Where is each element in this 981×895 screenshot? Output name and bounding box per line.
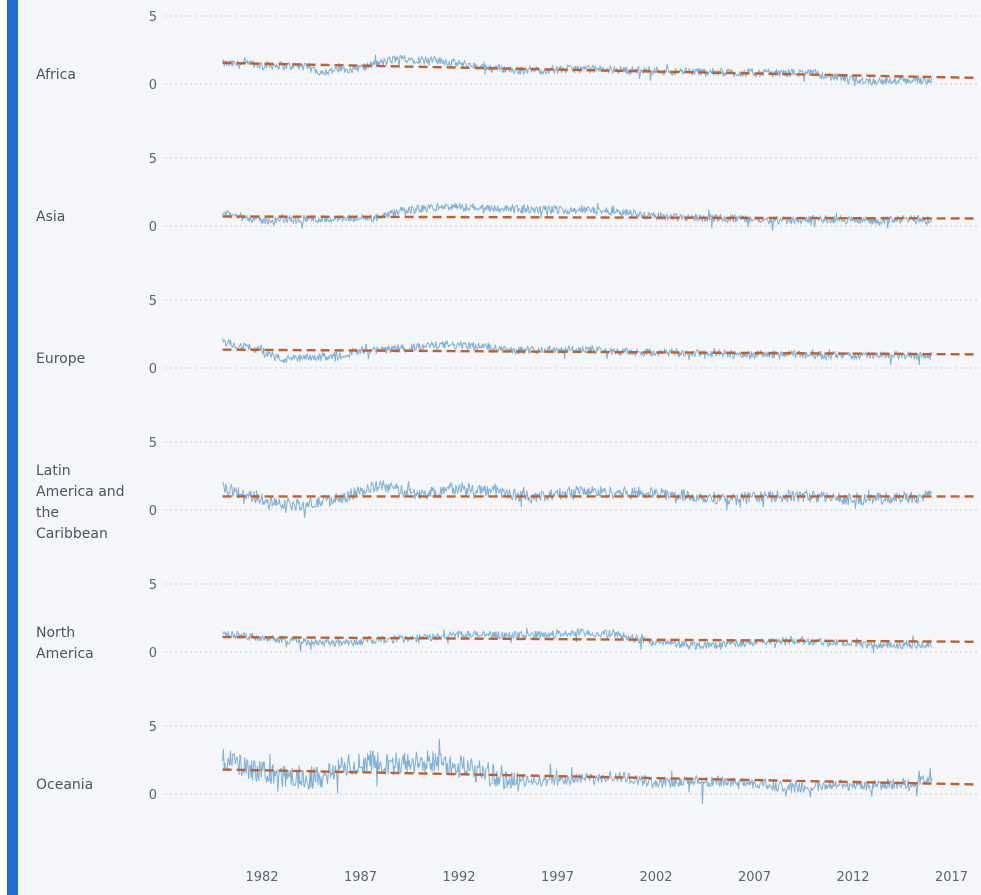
row-label: Asia <box>36 209 66 225</box>
y-tick-label: 5 <box>149 294 157 309</box>
y-tick-label: 5 <box>149 152 157 167</box>
y-tick-label: 0 <box>149 220 157 235</box>
x-tick-label: 1992 <box>442 870 475 885</box>
panel-4: 50 <box>149 578 978 661</box>
x-tick-label: 2007 <box>738 870 771 885</box>
row-label: Latin America and the Caribbean <box>36 463 125 542</box>
y-tick-label: 5 <box>149 578 157 593</box>
panel-5: 50 <box>149 720 978 805</box>
panel-1: 50 <box>149 152 978 235</box>
y-tick-label: 0 <box>149 362 157 377</box>
x-tick-label: 2017 <box>935 870 968 885</box>
y-tick-label: 0 <box>149 646 157 661</box>
accent-stripe <box>7 0 18 895</box>
panel-3: 50 <box>149 436 977 519</box>
y-tick-label: 0 <box>149 788 157 803</box>
x-tick-label: 2002 <box>639 870 672 885</box>
y-tick-label: 0 <box>149 78 157 93</box>
y-tick-label: 5 <box>149 720 157 735</box>
row-label: North America <box>36 625 94 662</box>
y-tick-label: 5 <box>149 436 157 451</box>
x-tick-label: 1997 <box>541 870 574 885</box>
y-tick-label: 0 <box>149 504 157 519</box>
y-tick-label: 5 <box>149 10 157 25</box>
row-label: Oceania <box>36 777 94 793</box>
x-tick-label: 2012 <box>836 870 869 885</box>
panel-0: 50 <box>149 10 978 93</box>
panel-2: 50 <box>149 294 978 377</box>
series-line-4 <box>222 627 933 654</box>
x-tick-label: 1987 <box>344 870 377 885</box>
x-tick-label: 1982 <box>245 870 278 885</box>
series-line-5 <box>222 738 933 805</box>
left-accent-bar <box>0 0 18 895</box>
row-label: Africa <box>36 67 76 83</box>
series-line-3 <box>222 480 933 519</box>
row-label: Europe <box>36 351 86 367</box>
